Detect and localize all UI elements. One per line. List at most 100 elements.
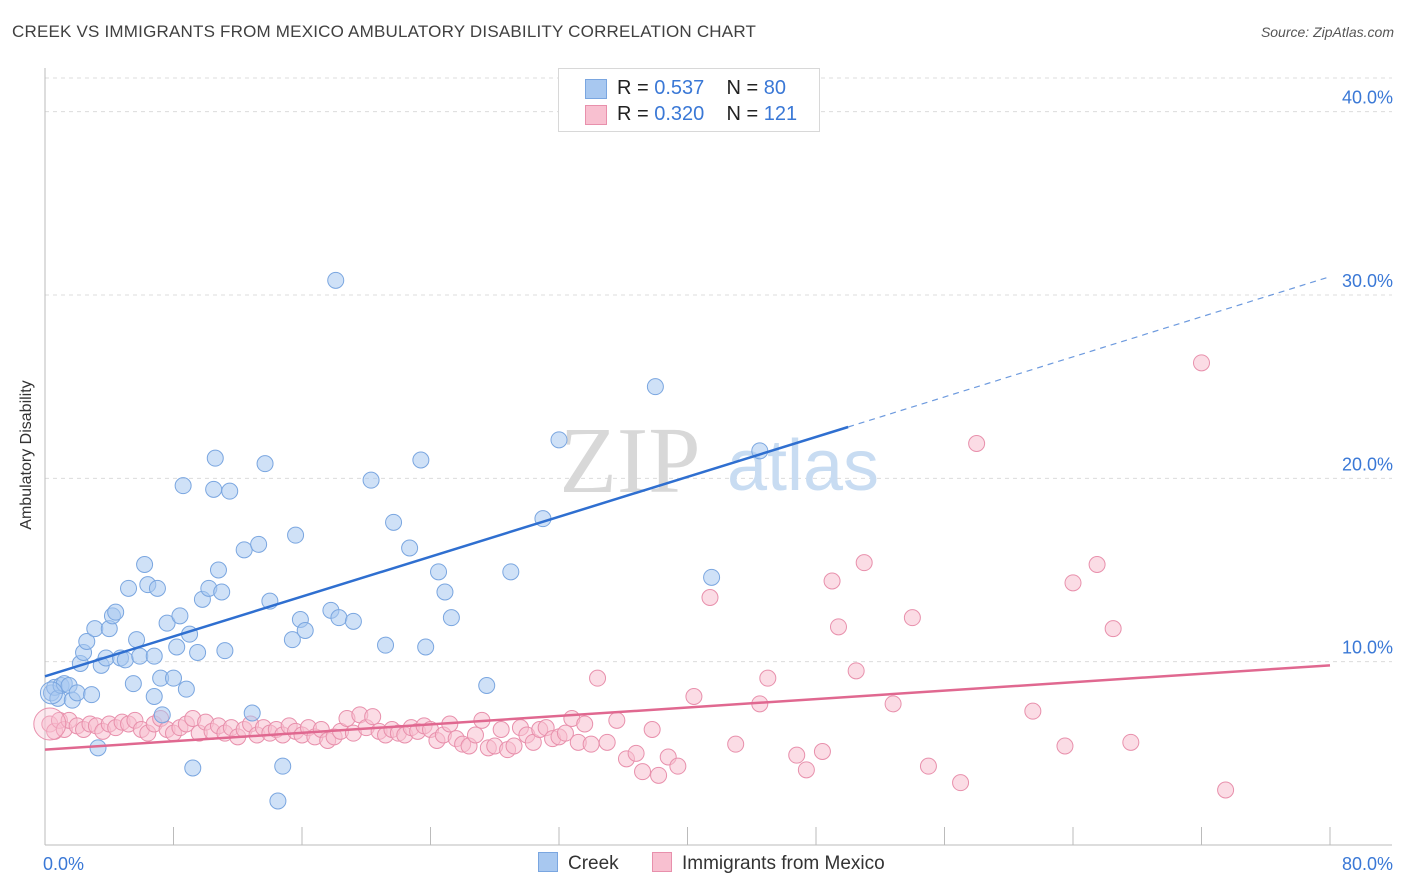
creek-point [68,684,86,702]
stats-legend: R = 0.537 N = 80 R = 0.320 N = 121 [558,68,820,132]
creek-point [430,563,448,581]
creek-point [145,688,163,705]
mexico-point [556,724,574,742]
x-tick-label: 80.0% [1342,854,1393,874]
creek-point [171,607,189,625]
mexico-point [576,715,594,733]
legend-swatch-creek [585,79,607,99]
creek-point [174,477,192,495]
creek-point [205,480,223,498]
creek-point [250,535,268,553]
creek-point [436,583,454,601]
mexico-point [466,726,484,744]
creek-point [550,431,568,449]
creek-point [243,704,261,722]
mexico-point [1088,556,1106,573]
creek-point [86,620,104,638]
creek-point [83,686,101,704]
mexico-point [505,737,523,755]
mexico-point [608,711,626,729]
axes [44,68,1392,846]
creek-point [136,556,154,573]
mexico-point [797,761,815,779]
mexico-point [1217,781,1235,799]
mexico-point [847,662,865,680]
y-axis-label: Ambulatory Disability [18,380,35,530]
mexico-point [1104,620,1122,638]
creek-point [327,271,345,289]
mexico-point [727,735,745,753]
creek-point [153,706,171,724]
creek-point [274,757,292,775]
creek-point [385,513,403,531]
creek-trend-extension [847,276,1331,428]
mexico-point [669,757,687,775]
creek-point [148,579,166,597]
bottom-legend-mexico: Immigrants from Mexico [652,852,885,875]
creek-point [124,675,142,693]
creek-point [478,677,496,694]
mexico-point [627,744,645,762]
tick-labels: 10.0% 20.0% 30.0% 40.0% 0.0% 80.0% [43,88,1393,874]
creek-point [165,669,182,687]
creek-point [177,680,195,698]
creek-point [442,609,460,627]
mexico-point [1193,354,1210,372]
mexico-point [952,774,970,792]
y-tick-label: 30.0% [1342,271,1393,291]
mexico-point [1024,702,1042,720]
creek-point [502,563,520,581]
mexico-point-large [33,707,67,741]
source-label: Source: ZipAtlas.com [1260,24,1394,40]
legend-r-label: R = [617,103,649,125]
creek-point [646,378,664,396]
mexico-point [598,733,616,751]
mexico-point [1122,733,1140,751]
watermark-atlas: atlas [727,426,879,506]
creek-point [131,647,149,665]
creek-point [412,451,430,469]
creek-trend-line [44,425,849,678]
mexico-point [919,757,937,775]
creek-point [107,603,125,621]
x-tick-label: 0.0% [43,854,84,874]
mexico-point [823,572,841,590]
creek-point [377,636,395,654]
trend-lines [44,276,1331,751]
creek-point [417,638,435,656]
mexico-point [643,721,661,738]
creek-point [330,609,348,627]
data-points [33,271,1235,810]
legend-n-label: N = [726,103,759,125]
mexico-point [855,554,873,572]
creek-point [189,644,207,661]
creek-point [120,579,138,597]
mexico-point [492,721,510,738]
creek-point [235,541,253,559]
mexico-point [1064,574,1082,592]
bottom-legend-swatch-mexico [652,852,672,872]
creek-point-large [39,681,63,705]
y-tick-label: 10.0% [1342,638,1393,658]
legend-n-label: N = [726,77,759,99]
bottom-legend-label-mexico: Immigrants from Mexico [682,853,885,874]
creek-point [256,455,274,473]
mexico-point [582,735,600,753]
legend-n-value: 121 [763,103,798,125]
creek-point [287,526,305,544]
creek-point [344,612,362,630]
mexico-trend-line [44,664,1331,751]
mexico-point [589,669,607,687]
creek-point [296,622,314,639]
y-tick-label: 40.0% [1342,88,1393,108]
creek-point [89,739,107,757]
mexico-point [634,763,652,781]
bottom-legend-label-creek: Creek [568,853,619,874]
mexico-point [884,695,902,713]
creek-point [269,792,287,810]
bottom-legend-swatch-creek [538,852,558,872]
legend-r-value: 0.537 [654,77,705,99]
mexico-point [813,743,831,760]
mexico-point [903,609,921,627]
